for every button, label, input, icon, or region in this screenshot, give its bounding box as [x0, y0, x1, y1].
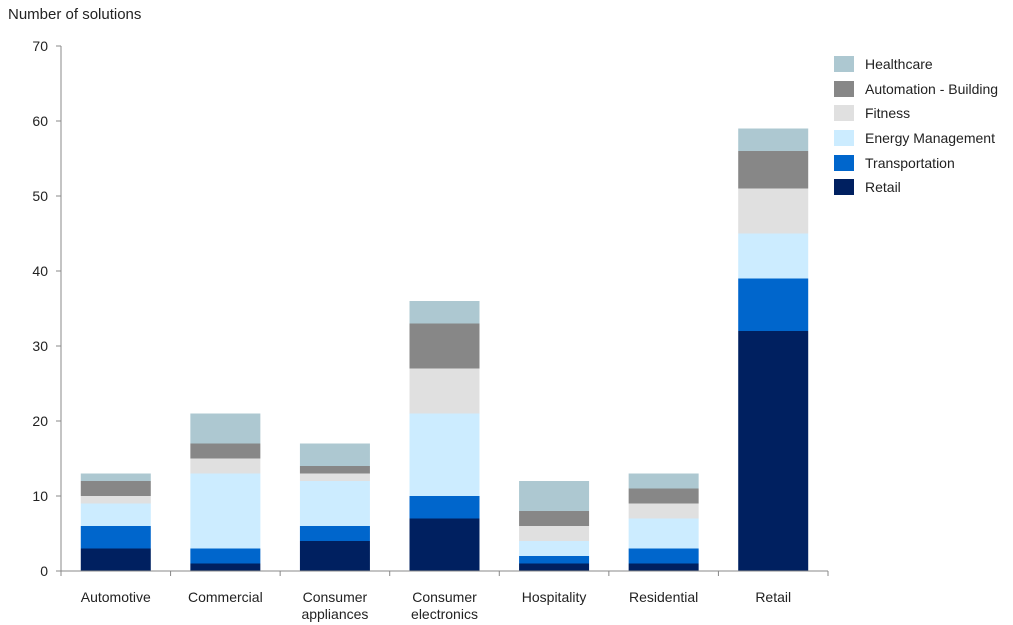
legend-label: Fitness	[865, 105, 911, 122]
legend-swatch	[834, 56, 854, 73]
bar-segment-automation-building-6	[738, 151, 809, 189]
bar-segment-transportation-1	[190, 548, 261, 564]
bars-layer	[80, 128, 809, 571]
bar-segment-energy-management-2	[299, 481, 370, 526]
bar-segment-retail-3	[409, 518, 480, 571]
legend-swatch	[834, 130, 854, 147]
bar-segment-automation-building-2	[299, 466, 370, 474]
legend-label: Energy Management	[865, 130, 995, 147]
bar-segment-transportation-3	[409, 496, 480, 519]
bar-segment-healthcare-0	[80, 473, 151, 481]
y-tick-label: 20	[32, 413, 48, 429]
x-tick-label: Automotive	[81, 589, 151, 605]
x-tick-label: Consumer electronics	[411, 589, 478, 622]
legend-item-transportation: Transportation	[834, 150, 998, 175]
bar-segment-energy-management-4	[519, 541, 590, 556]
bar-segment-automation-building-5	[628, 488, 699, 504]
y-tick-label: 10	[32, 488, 48, 504]
bar-segment-fitness-6	[738, 188, 809, 234]
legend-item-retail: Retail	[834, 175, 998, 200]
legend-label: Transportation	[865, 154, 955, 171]
legend-swatch	[834, 80, 854, 97]
y-tick-label: 40	[32, 263, 48, 279]
y-tick-label: 0	[40, 563, 48, 579]
bar-segment-transportation-6	[738, 278, 809, 331]
legend-label: Healthcare	[865, 56, 933, 73]
bar-segment-energy-management-0	[80, 503, 151, 526]
legend-swatch	[834, 105, 854, 122]
bar-segment-energy-management-1	[190, 473, 261, 549]
y-tick-label: 50	[32, 188, 48, 204]
y-tick-label: 60	[32, 113, 48, 129]
bar-segment-retail-0	[80, 548, 151, 571]
bar-segment-energy-management-5	[628, 518, 699, 549]
legend-label: Retail	[865, 179, 901, 196]
bar-segment-healthcare-2	[299, 443, 370, 466]
bar-segment-retail-1	[190, 563, 261, 571]
bar-segment-retail-4	[519, 563, 590, 571]
bar-segment-fitness-5	[628, 503, 699, 519]
bar-segment-automation-building-3	[409, 323, 480, 369]
bar-segment-automation-building-0	[80, 481, 151, 496]
bar-segment-transportation-2	[299, 526, 370, 541]
y-tick-label: 30	[32, 338, 48, 354]
bar-segment-healthcare-5	[628, 473, 699, 489]
legend-swatch	[834, 179, 854, 196]
y-tick-label: 70	[32, 38, 48, 54]
bar-segment-energy-management-6	[738, 233, 809, 279]
bar-segment-automation-building-1	[190, 443, 261, 459]
bar-segment-fitness-2	[299, 473, 370, 481]
x-tick-label: Retail	[755, 589, 791, 605]
x-tick-label: Residential	[629, 589, 698, 605]
bar-segment-healthcare-1	[190, 413, 261, 444]
axes-layer: 0 10 20 30 40 50 60 70 Automotive Commercial Consu…	[32, 38, 829, 622]
bar-segment-healthcare-4	[519, 481, 590, 511]
bar-segment-fitness-1	[190, 458, 261, 474]
x-tick-label: Consumer appliances	[301, 589, 368, 622]
bar-segment-energy-management-3	[409, 413, 480, 496]
bar-segment-transportation-0	[80, 526, 151, 549]
x-tick-label: Hospitality	[522, 589, 587, 605]
bar-segment-retail-2	[299, 541, 370, 571]
bar-segment-automation-building-4	[519, 511, 590, 526]
bar-segment-transportation-5	[628, 548, 699, 564]
bar-segment-fitness-0	[80, 496, 151, 504]
y-axis-title: Number of solutions	[8, 6, 142, 23]
legend-item-healthcare: Healthcare	[834, 52, 998, 77]
legend-item-energy-management: Energy Management	[834, 126, 998, 151]
legend-swatch	[834, 154, 854, 171]
bar-segment-transportation-4	[519, 556, 590, 564]
bar-segment-fitness-4	[519, 526, 590, 541]
bar-segment-retail-5	[628, 563, 699, 571]
legend: Healthcare Automation - Building Fitness En…	[834, 52, 998, 200]
bar-segment-fitness-3	[409, 368, 480, 414]
legend-item-automation-building: Automation - Building	[834, 77, 998, 102]
legend-label: Automation - Building	[865, 80, 999, 97]
bar-segment-healthcare-3	[409, 301, 480, 324]
bar-segment-healthcare-6	[738, 128, 809, 151]
bar-segment-retail-6	[738, 331, 809, 571]
x-tick-label: Commercial	[188, 589, 263, 605]
legend-item-fitness: Fitness	[834, 101, 998, 126]
